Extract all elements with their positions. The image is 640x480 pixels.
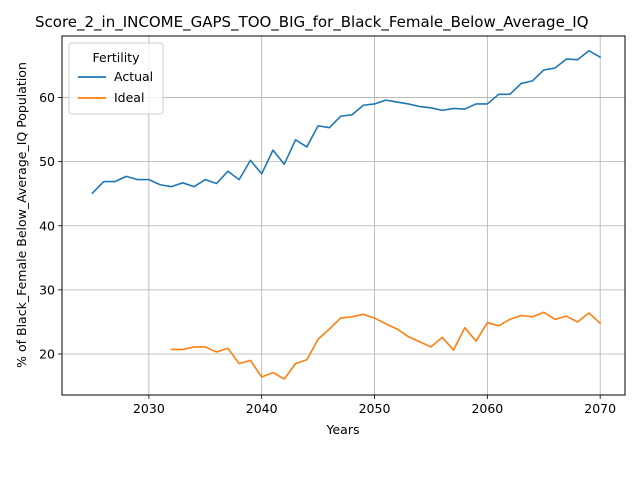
y-tick-label: 40 xyxy=(39,218,55,233)
legend-title: Fertility xyxy=(93,50,141,65)
y-axis-label: % of Black_Female Below_Average_IQ Popul… xyxy=(14,62,29,368)
chart-title: Score_2_in_INCOME_GAPS_TOO_BIG_for_Black… xyxy=(35,13,589,32)
x-tick-label: 2040 xyxy=(246,401,278,416)
y-tick-label: 30 xyxy=(39,282,55,297)
x-tick-label: 2050 xyxy=(359,401,391,416)
x-axis-label: Years xyxy=(326,422,360,437)
grid-lines xyxy=(62,36,625,395)
legend-label-actual: Actual xyxy=(114,69,153,84)
plot-frame xyxy=(61,35,626,396)
series-line-actual xyxy=(91,49,602,195)
series-line-ideal xyxy=(170,311,602,380)
legend-box xyxy=(68,42,164,115)
y-tick-label: 20 xyxy=(39,346,55,361)
series-layer xyxy=(91,49,602,380)
y-tick-label: 50 xyxy=(39,154,55,169)
x-tick-label: 2060 xyxy=(471,401,503,416)
x-tick-label: 2030 xyxy=(133,401,165,416)
x-tick-label: 2070 xyxy=(584,401,616,416)
y-tick-label: 60 xyxy=(39,90,55,105)
legend: Fertility Actual Ideal xyxy=(68,42,164,115)
legend-label-ideal: Ideal xyxy=(114,90,144,105)
